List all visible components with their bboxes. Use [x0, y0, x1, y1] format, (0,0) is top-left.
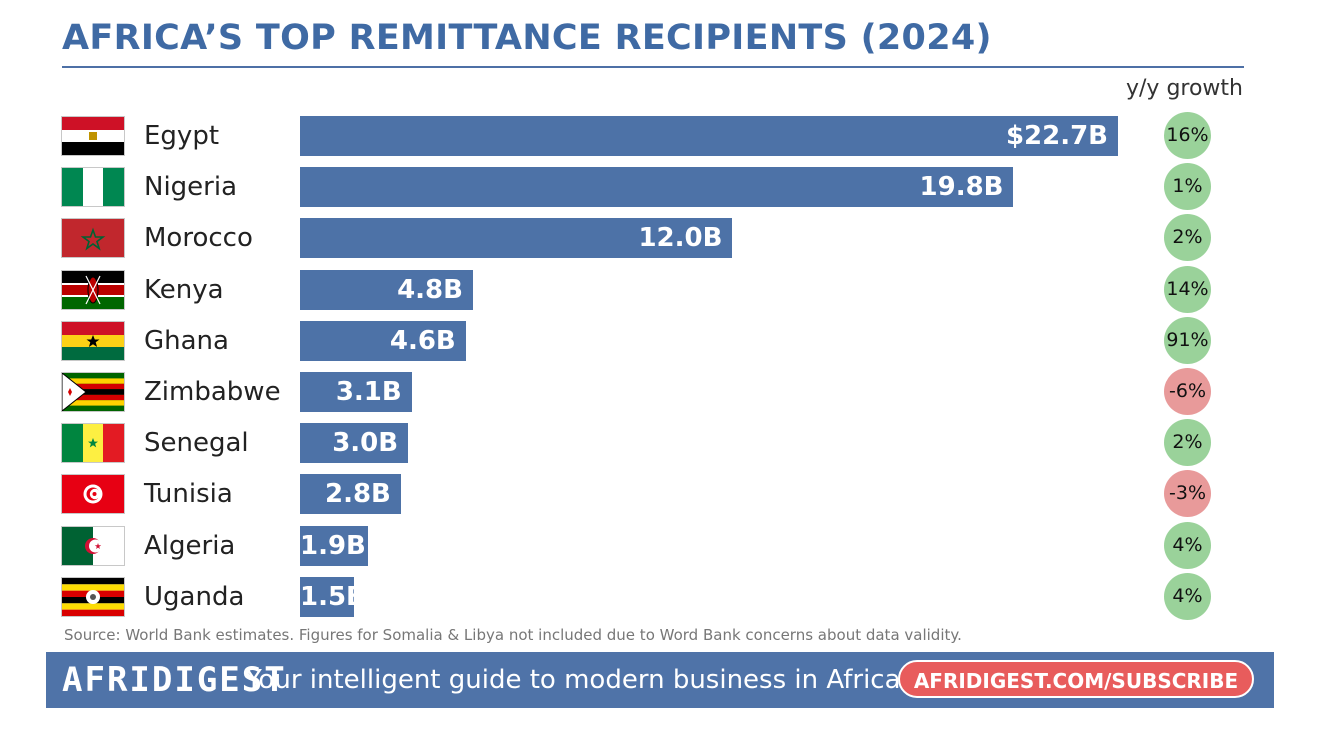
- bar-zimbabwe: [300, 372, 412, 412]
- zimbabwe-flag-icon: [62, 373, 124, 411]
- bar-morocco: [300, 218, 733, 259]
- country-label-zimbabwe: Zimbabwe: [144, 377, 281, 407]
- country-label-uganda: Uganda: [144, 581, 245, 612]
- country-label-morocco: Morocco: [144, 223, 253, 254]
- bar-value-label-algeria: 1.9B: [300, 530, 366, 561]
- country-label-kenya: Kenya: [144, 274, 224, 305]
- bar-algeria: [300, 525, 369, 566]
- country-label-nigeria: Nigeria: [144, 172, 238, 203]
- title-divider: [62, 66, 1244, 68]
- nigeria-flag-icon: [62, 168, 124, 207]
- bar-value-label-senegal: 3.0B: [332, 428, 399, 459]
- country-label-senegal: Senegal: [144, 428, 249, 459]
- bar-value-label-nigeria: 19.8B: [919, 172, 1004, 203]
- country-label-algeria: Algeria: [144, 530, 236, 561]
- growth-badge-egypt: 16%: [1164, 112, 1211, 159]
- growth-badge-uganda: 4%: [1164, 572, 1211, 620]
- egypt-flag-icon: [62, 117, 124, 155]
- morocco-flag-icon: [62, 219, 124, 258]
- country-label-egypt: Egypt: [144, 121, 220, 151]
- growth-column-header: y/y growth: [1126, 76, 1243, 101]
- brand-logo: AFRIDIGEST: [62, 660, 287, 700]
- bar-value-label-ghana: 4.6B: [389, 325, 456, 356]
- footer-banner: AFRIDIGEST Your intelligent guide to mod…: [46, 652, 1274, 708]
- footer-tagline: Your intelligent guide to modern busines…: [246, 665, 909, 695]
- bar-value-label-zimbabwe: 3.1B: [335, 377, 402, 407]
- bar-value-label-tunisia: 2.8B: [325, 479, 391, 510]
- source-note: Source: World Bank estimates. Figures fo…: [64, 626, 962, 644]
- subscribe-button[interactable]: AFRIDIGEST.COM/SUBSCRIBE: [898, 660, 1254, 698]
- bar-uganda: [300, 576, 355, 617]
- bar-value-label-uganda: 1.5B: [300, 581, 366, 612]
- ghana-flag-icon: [62, 321, 124, 360]
- growth-badge-tunisia: -3%: [1164, 470, 1211, 518]
- bar-kenya: [300, 269, 473, 310]
- uganda-flag-icon: [62, 577, 124, 616]
- bar-nigeria: [300, 167, 1014, 208]
- bar-tunisia: [300, 474, 401, 515]
- bar-senegal: [300, 423, 409, 464]
- growth-badge-kenya: 14%: [1164, 265, 1211, 313]
- country-label-ghana: Ghana: [144, 325, 229, 356]
- senegal-flag-icon: [62, 424, 124, 463]
- bar-value-label-morocco: 12.0B: [638, 223, 723, 254]
- bar-value-label-egypt: $22.7B: [1005, 121, 1108, 151]
- tunisia-flag-icon: [62, 475, 124, 514]
- growth-badge-morocco: 2%: [1164, 214, 1211, 262]
- growth-badge-algeria: 4%: [1164, 521, 1211, 569]
- bar-ghana: [300, 320, 466, 361]
- country-label-tunisia: Tunisia: [144, 479, 233, 510]
- growth-badge-ghana: 91%: [1164, 316, 1211, 364]
- growth-badge-zimbabwe: -6%: [1164, 368, 1211, 415]
- bar-value-label-kenya: 4.8B: [397, 274, 463, 305]
- growth-badge-nigeria: 1%: [1164, 163, 1211, 211]
- chart-title: AFRICA’S TOP REMITTANCE RECIPIENTS (2024…: [62, 18, 992, 58]
- bar-egypt: [300, 116, 1118, 156]
- growth-badge-senegal: 2%: [1164, 419, 1211, 467]
- algeria-flag-icon: [62, 526, 124, 565]
- kenya-flag-icon: [62, 270, 124, 309]
